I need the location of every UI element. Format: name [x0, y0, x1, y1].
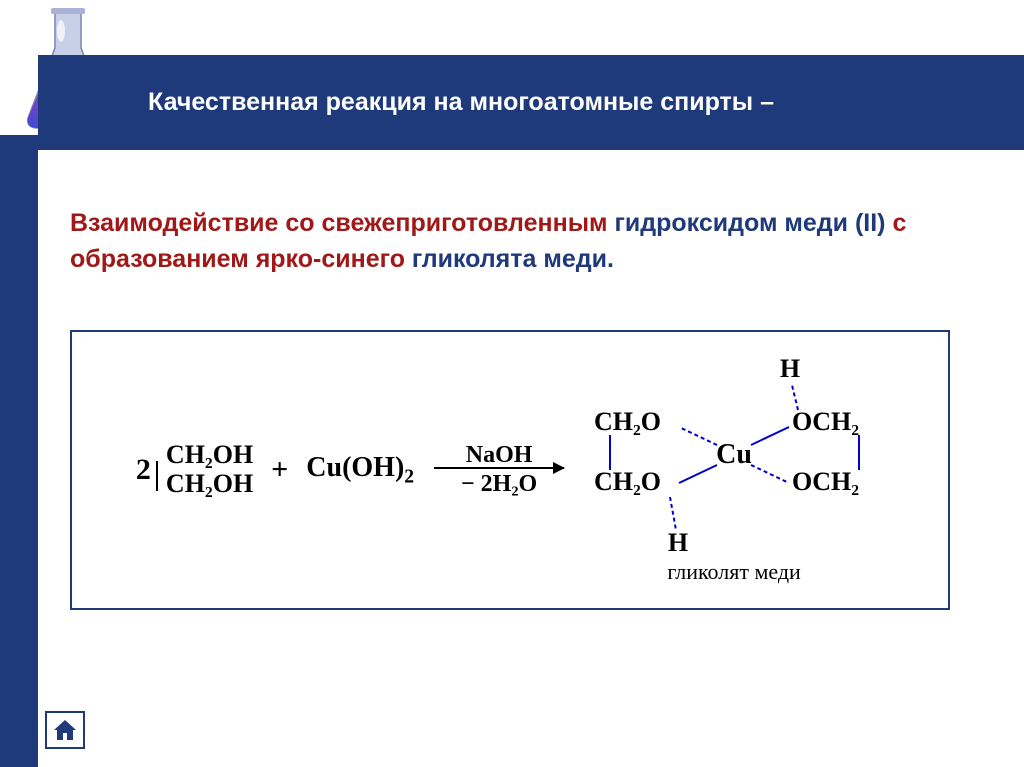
reagent-ethylene-glycol: 2 CH₂OH CH₂OH: [136, 441, 253, 498]
eg-bond: [156, 461, 158, 491]
svg-text:Cu: Cu: [716, 439, 752, 470]
reaction-content: 2 CH₂OH CH₂OH + Cu(OH)2 NaOH − 2H₂O H H: [136, 355, 884, 585]
header-bar: Качественная реакция на многоатомные спи…: [38, 55, 1024, 150]
svg-text:OCH₂: OCH₂: [792, 407, 859, 436]
plus-sign: +: [271, 453, 288, 487]
home-icon: [52, 718, 78, 742]
product-structure: H H CH₂O CH₂O OCH₂ OCH₂ Cu: [584, 355, 884, 555]
body-period: .: [607, 245, 614, 273]
body-text-1: Взаимодействие со свежеприготовленным: [70, 209, 614, 237]
page-title: Качественная реакция на многоатомные спи…: [148, 88, 774, 117]
arrow-condition-top: NaOH: [466, 442, 533, 469]
home-button[interactable]: [45, 711, 85, 749]
arrow-line: [434, 467, 564, 469]
svg-text:OCH₂: OCH₂: [792, 467, 859, 496]
cuoh-sub: 2: [404, 466, 414, 487]
svg-text:CH₂O: CH₂O: [594, 467, 661, 496]
svg-text:H: H: [780, 355, 800, 383]
arrow-condition-bottom: − 2H₂O: [461, 471, 537, 498]
eg-line1: CH₂OH: [166, 441, 253, 470]
reagent-cuoh2: Cu(OH)2: [306, 452, 414, 489]
product-label: гликолят меди: [667, 559, 801, 585]
product-glycolate: H H CH₂O CH₂O OCH₂ OCH₂ Cu: [584, 355, 884, 585]
svg-text:H: H: [668, 528, 688, 555]
reaction-arrow: NaOH − 2H₂O: [434, 442, 564, 498]
coefficient: 2: [136, 453, 151, 487]
eg-line2: CH₂OH: [166, 470, 253, 499]
cuoh-text: Cu(OH): [306, 452, 404, 483]
body-highlight-1: гидроксидом меди (II): [614, 209, 885, 237]
svg-text:CH₂O: CH₂O: [594, 407, 661, 436]
reaction-diagram: 2 CH₂OH CH₂OH + Cu(OH)2 NaOH − 2H₂O H H: [70, 330, 950, 610]
body-paragraph: Взаимодействие со свежеприготовленным ги…: [70, 205, 950, 278]
eg-structure: CH₂OH CH₂OH: [156, 441, 253, 498]
body-highlight-2: гликолята меди: [412, 245, 607, 273]
